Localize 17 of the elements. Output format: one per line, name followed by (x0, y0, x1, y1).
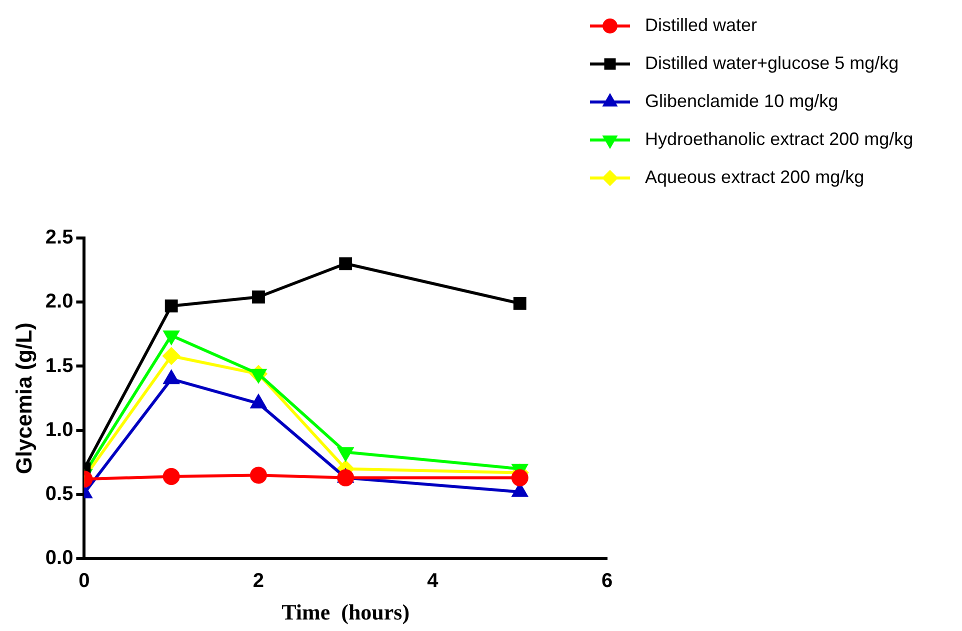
x-tick-label: 4 (427, 570, 440, 592)
legend-label: Hydroethanolic extract 200 mg/kg (645, 128, 914, 149)
legend-label: Aqueous extract 200 mg/kg (645, 166, 864, 187)
y-tick-label: 2.0 (45, 290, 74, 313)
x-tick-label: 0 (78, 570, 90, 592)
y-tick-label: 0.5 (45, 482, 74, 505)
legend-label: Glibenclamide 10 mg/kg (645, 90, 838, 111)
y-tick-label: 2.5 (45, 226, 74, 249)
x-tick-label: 2 (252, 570, 264, 592)
y-tick-label: 1.0 (45, 418, 74, 441)
y-tick-label: 1.5 (45, 354, 74, 377)
y-axis-title: Glycemia (g/L) (11, 322, 36, 474)
legend-label: Distilled water (645, 14, 758, 35)
legend-label: Distilled water+glucose 5 mg/kg (645, 52, 899, 73)
x-tick-label: 6 (601, 570, 613, 592)
x-axis-title: Time (hours) (282, 599, 410, 624)
y-tick-label: 0.0 (45, 547, 74, 570)
